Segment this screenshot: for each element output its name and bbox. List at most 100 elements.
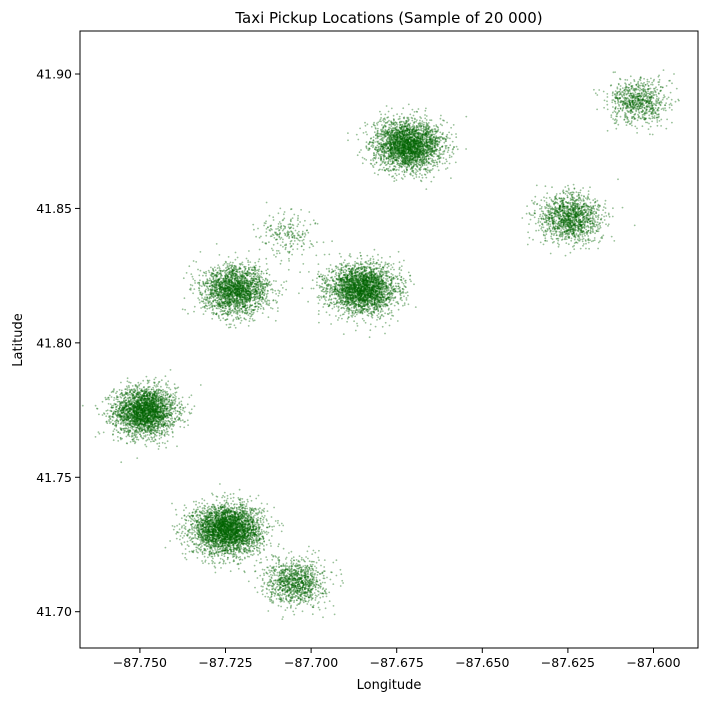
data-point (149, 395, 152, 398)
cluster-1 (164, 483, 285, 574)
data-point (230, 502, 233, 505)
data-point (130, 425, 133, 427)
data-point (230, 497, 232, 500)
data-point (161, 411, 163, 414)
data-point (174, 394, 176, 396)
data-point (255, 497, 258, 500)
data-point (182, 409, 184, 412)
data-point (122, 427, 125, 430)
data-point (137, 381, 140, 384)
data-point (129, 381, 132, 384)
data-point (122, 424, 125, 427)
data-point (174, 391, 177, 394)
data-point (146, 382, 149, 385)
data-point (200, 548, 203, 551)
data-point (188, 411, 191, 414)
data-point (131, 404, 134, 407)
data-point (180, 526, 183, 529)
data-point (127, 426, 130, 429)
data-point (136, 405, 139, 408)
data-point (208, 505, 210, 508)
data-point (158, 389, 160, 391)
data-point (146, 406, 149, 409)
chart-title: Taxi Pickup Locations (Sample of 20 000) (234, 9, 542, 27)
data-point (165, 403, 167, 406)
data-point (184, 532, 187, 535)
data-point (128, 420, 131, 422)
data-point (184, 525, 187, 528)
data-point (158, 432, 161, 434)
data-point (138, 428, 141, 431)
data-point (120, 415, 123, 418)
data-point (232, 492, 235, 495)
data-point (81, 404, 84, 407)
data-point (163, 430, 166, 432)
data-point (154, 439, 157, 441)
data-point (159, 426, 162, 429)
data-point (143, 418, 146, 420)
data-point (174, 387, 177, 390)
data-point (126, 427, 128, 430)
data-point (123, 422, 126, 424)
data-point (112, 391, 115, 393)
data-point (223, 499, 226, 502)
data-point (112, 389, 115, 391)
data-point (152, 418, 155, 421)
data-point (136, 436, 139, 439)
data-point (138, 387, 141, 390)
data-point (167, 393, 170, 395)
data-point (184, 553, 187, 555)
data-point (135, 411, 138, 414)
data-point (166, 422, 169, 425)
data-point (168, 410, 171, 413)
data-point (156, 405, 159, 408)
data-point (119, 406, 121, 409)
data-point (137, 438, 140, 441)
data-point (124, 427, 127, 430)
data-point (176, 415, 179, 418)
data-point (115, 424, 117, 427)
data-point (131, 385, 134, 387)
data-point (154, 376, 157, 379)
data-point (160, 385, 162, 388)
data-point (169, 404, 172, 407)
data-point (151, 417, 154, 420)
data-point (282, 524, 285, 527)
data-point (160, 395, 163, 398)
data-point (150, 405, 152, 408)
data-point (127, 428, 130, 430)
data-point (164, 394, 167, 397)
data-point (129, 441, 132, 443)
data-point (155, 417, 158, 420)
data-point (160, 398, 163, 401)
data-point (145, 439, 148, 442)
data-point (199, 505, 201, 508)
data-point (131, 425, 134, 428)
data-point (131, 432, 134, 434)
data-point (260, 538, 263, 540)
data-point (106, 412, 109, 415)
data-point (138, 415, 141, 418)
data-point (183, 509, 185, 512)
data-point (168, 396, 171, 398)
data-point (141, 393, 144, 396)
data-point (120, 417, 123, 420)
data-point (145, 391, 148, 393)
data-point (158, 394, 161, 397)
data-point (94, 436, 97, 438)
data-point (224, 562, 227, 565)
data-point (118, 400, 120, 403)
data-point (201, 502, 204, 505)
data-point (137, 425, 139, 427)
data-point (144, 422, 146, 425)
data-point (155, 386, 157, 388)
data-point (126, 377, 129, 380)
data-point (136, 431, 139, 434)
data-point (180, 414, 183, 417)
data-point (223, 491, 226, 494)
data-point (155, 425, 158, 427)
data-point (147, 411, 150, 414)
data-point (114, 413, 117, 416)
data-point (116, 436, 119, 438)
data-point (119, 419, 122, 422)
